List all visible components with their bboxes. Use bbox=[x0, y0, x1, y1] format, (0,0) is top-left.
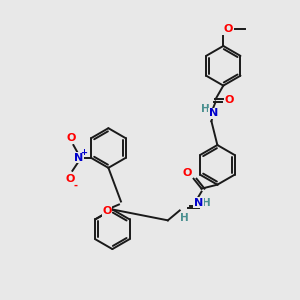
Text: +: + bbox=[80, 148, 87, 158]
Text: N: N bbox=[209, 108, 218, 118]
Text: N: N bbox=[194, 197, 203, 208]
Text: H: H bbox=[201, 104, 210, 114]
Text: H: H bbox=[202, 197, 211, 208]
Text: O: O bbox=[102, 206, 112, 216]
Text: O: O bbox=[225, 95, 234, 106]
Text: H: H bbox=[180, 213, 189, 224]
Text: N: N bbox=[74, 153, 83, 163]
Text: O: O bbox=[67, 133, 76, 143]
Text: O: O bbox=[183, 168, 192, 178]
Text: O: O bbox=[224, 24, 233, 34]
Text: -: - bbox=[74, 181, 77, 191]
Text: O: O bbox=[66, 174, 75, 184]
